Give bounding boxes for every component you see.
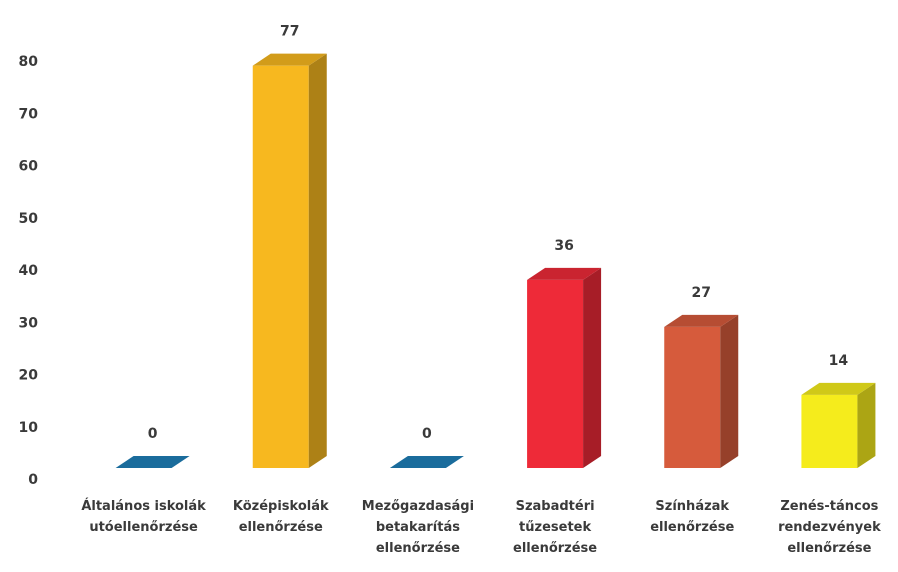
y-tick-label: 80 <box>19 54 39 70</box>
bar-side <box>857 382 876 468</box>
bar-side <box>308 53 327 469</box>
bar-side <box>583 267 602 468</box>
y-tick-label: 10 <box>19 420 39 436</box>
x-tick-label: Középiskolák ellenőrzése <box>232 499 329 535</box>
y-tick-label: 50 <box>19 211 39 227</box>
bar-top <box>664 314 739 327</box>
bar-top <box>252 53 327 66</box>
x-tick-label: Általános iskolák utóellenőrzése <box>81 499 206 535</box>
y-tick-label: 70 <box>19 106 39 122</box>
x-tick-label: Zenés-táncos rendezvények ellenőrzése <box>778 499 881 556</box>
y-tick-label: 0 <box>28 472 38 488</box>
y-tick-label: 20 <box>19 368 39 384</box>
y-tick-label: 60 <box>19 159 39 175</box>
bar-side <box>720 314 739 468</box>
bar-front <box>252 65 309 469</box>
bar-front <box>664 326 721 468</box>
y-tick-label: 40 <box>19 263 39 279</box>
value-label: 14 <box>829 353 849 369</box>
value-label: 0 <box>148 426 158 442</box>
value-label: 27 <box>692 285 711 301</box>
x-tick-label: Szabadtéri tűzesetek ellenőrzése <box>513 499 598 556</box>
bar-top <box>527 267 602 280</box>
value-label: 36 <box>554 238 573 254</box>
value-label: 0 <box>422 426 432 442</box>
bar-front <box>527 279 584 468</box>
bar-top <box>115 456 190 468</box>
value-label: 77 <box>280 24 299 40</box>
y-tick-label: 30 <box>19 315 39 331</box>
x-tick-label: Mezőgazdasági betakarítás ellenőrzése <box>361 499 475 556</box>
x-tick-label: Színházak ellenőrzése <box>650 499 735 535</box>
bar-top <box>389 456 464 468</box>
bar-top <box>801 382 876 395</box>
bar-front <box>801 394 858 468</box>
